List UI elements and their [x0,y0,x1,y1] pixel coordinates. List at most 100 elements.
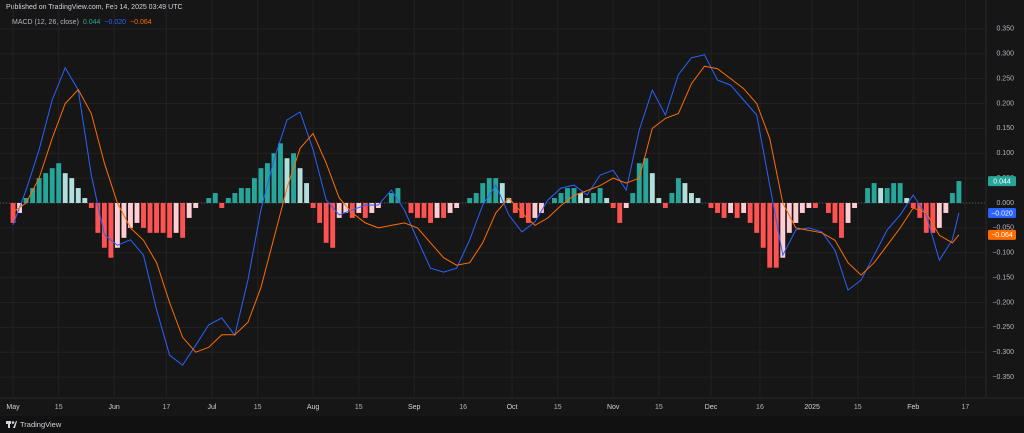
histogram-bar [291,153,296,203]
histogram-bar [499,183,505,203]
histogram-bar [160,203,166,233]
histogram-bar [825,203,831,213]
histogram-bar [193,203,199,208]
histogram-bar [891,183,897,203]
histogram-bar [441,203,447,218]
histogram-bar [238,188,244,203]
histogram-bar [884,188,890,203]
histogram-bar [865,188,871,203]
histogram-bar [936,203,942,228]
y-tick-label: −0.100 [992,250,1014,257]
histogram-bar [114,203,120,248]
histogram-bar [760,203,766,248]
y-tick-label: 0.300 [996,51,1014,58]
histogram-bar [36,178,42,203]
histogram-bar [741,203,747,213]
histogram-bar [395,188,401,203]
histogram-bar [62,173,68,203]
histogram-bar [812,203,818,208]
y-tick-label: 0.150 [996,125,1014,132]
histogram-bar [225,198,231,203]
histogram-bar [75,188,81,203]
histogram-bar [604,198,610,203]
histogram-bar [180,203,186,238]
histogram-bar [147,203,153,233]
price-label: −0.064 [991,232,1013,239]
histogram-bar [362,203,368,218]
tradingview-logo [6,421,17,428]
histogram-bar [506,198,512,203]
y-tick-label: −0.150 [992,274,1014,281]
x-tick-label: Jul [208,404,217,411]
y-tick-label: −0.300 [992,349,1014,356]
histogram-bar [597,188,603,203]
histogram-bar [297,168,303,203]
price-label-box [988,176,1016,187]
histogram-bar [923,203,929,233]
legend: MACD (12, 26, close) 0.044 −0.020 −0.064 [12,19,152,26]
histogram-bar [330,203,336,248]
histogram-bar [317,203,323,223]
histogram-bar [519,203,525,218]
histogram-bar [245,188,251,203]
x-tick-label: Jun [109,404,120,411]
histogram-bar [134,203,140,223]
histogram-bar [473,193,479,203]
histogram-bar [421,203,427,218]
histogram-bar [565,188,570,203]
x-tick-label: Dec [705,404,718,411]
histogram-bar [154,203,160,233]
histogram-bar [447,203,453,213]
histogram-bar [930,203,936,233]
histogram-bar [832,203,838,223]
histogram-bar [388,193,394,203]
histogram-bar [799,203,805,213]
x-tick-label: Sep [408,404,421,411]
x-tick-label: May [6,404,20,411]
histogram-bar [415,203,420,218]
histogram-bar [878,188,884,203]
histogram-bar [871,183,877,203]
histogram-bar [591,193,597,203]
histogram-bar [271,153,277,203]
x-tick-label: 16 [459,404,467,411]
histogram-bar [206,198,212,203]
y-tick-label: 0.100 [996,150,1014,157]
histogram-bar [662,203,668,208]
histogram-bar [669,193,675,203]
histogram-bar [956,181,962,203]
histogram-bar [23,198,29,203]
x-tick-label: 17 [962,404,970,411]
histogram-bar [949,193,955,203]
histogram-bar [558,193,564,203]
x-tick-label: 2025 [804,404,820,411]
histogram-bar [532,203,538,218]
histogram-bar [428,203,433,223]
histogram-bar [904,198,910,203]
x-tick-label: 15 [55,404,63,411]
histogram-bar [212,193,218,203]
histogram-bar [897,183,903,203]
histogram-bar [643,158,649,203]
y-tick-label: −0.050 [992,225,1014,232]
histogram-bar [284,158,290,203]
histogram-bar [689,193,694,203]
price-label-box [988,229,1016,240]
x-tick-label: 15 [355,404,363,411]
histogram-bar [623,203,629,208]
macd-line [12,54,960,366]
histogram-bar [219,203,225,208]
histogram-bar [486,178,492,203]
x-tick-label: 17 [162,404,170,411]
legend-title: MACD (12, 26, close) [12,19,79,26]
histogram-bar [69,178,75,203]
y-tick-label: 0.250 [996,75,1014,82]
macd-line [12,65,960,353]
price-label-box [988,207,1016,218]
histogram-bar [786,203,792,233]
histogram-bar [493,178,499,203]
price-label: 0.044 [993,178,1011,185]
histogram-bar [747,203,753,223]
histogram-bar [278,143,283,203]
histogram-bar [578,193,584,203]
